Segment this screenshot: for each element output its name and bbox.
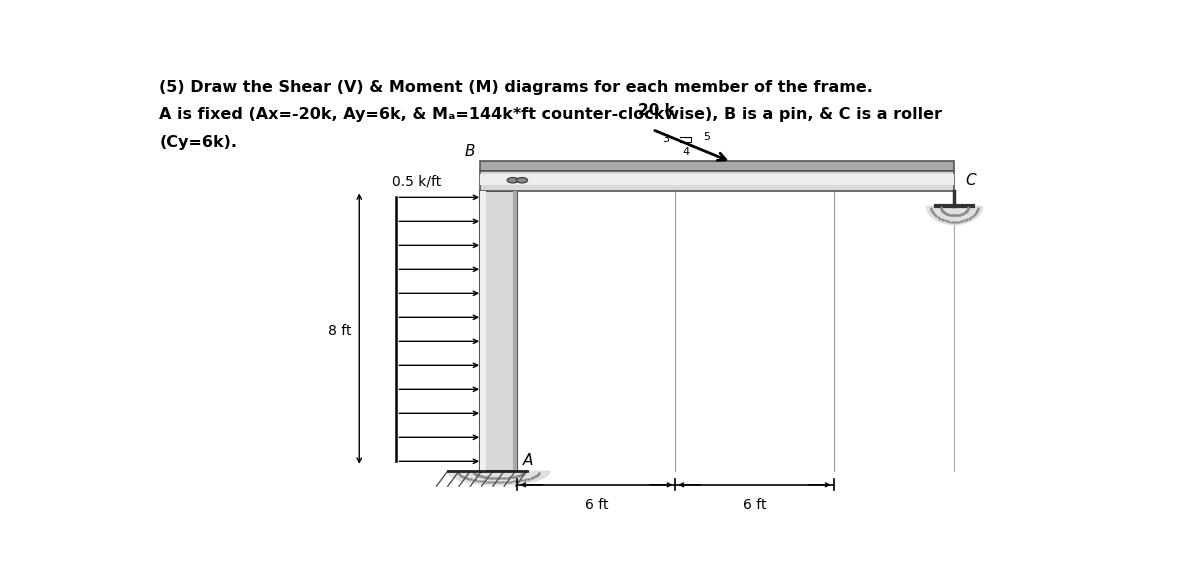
Text: (5) Draw the Shear (V) & Moment (M) diagrams for each member of the frame.: (5) Draw the Shear (V) & Moment (M) diag… — [160, 79, 874, 95]
Polygon shape — [480, 161, 954, 172]
Polygon shape — [926, 206, 983, 225]
Text: 0.5 k/ft: 0.5 k/ft — [391, 174, 442, 188]
Text: A is fixed (Ax=-20k, Ay=6k, & Mₐ=144k*ft counter-clockwise), B is a pin, & C is : A is fixed (Ax=-20k, Ay=6k, & Mₐ=144k*ft… — [160, 107, 942, 122]
Polygon shape — [480, 191, 486, 471]
Text: 20 k: 20 k — [638, 103, 676, 118]
Polygon shape — [512, 191, 517, 471]
Circle shape — [516, 178, 528, 183]
Text: 5: 5 — [703, 132, 710, 142]
Text: 6 ft: 6 ft — [743, 497, 767, 512]
Text: 6 ft: 6 ft — [584, 497, 608, 512]
Polygon shape — [480, 172, 954, 191]
Circle shape — [508, 178, 518, 183]
Text: 3: 3 — [662, 135, 668, 145]
Polygon shape — [480, 191, 517, 471]
Polygon shape — [448, 471, 550, 485]
Polygon shape — [480, 175, 954, 185]
Text: A: A — [523, 453, 533, 467]
Text: 4: 4 — [682, 146, 689, 156]
Text: B: B — [466, 144, 475, 159]
Text: C: C — [966, 173, 977, 188]
Text: 8 ft: 8 ft — [329, 324, 352, 338]
Text: (Cy=6k).: (Cy=6k). — [160, 135, 238, 150]
